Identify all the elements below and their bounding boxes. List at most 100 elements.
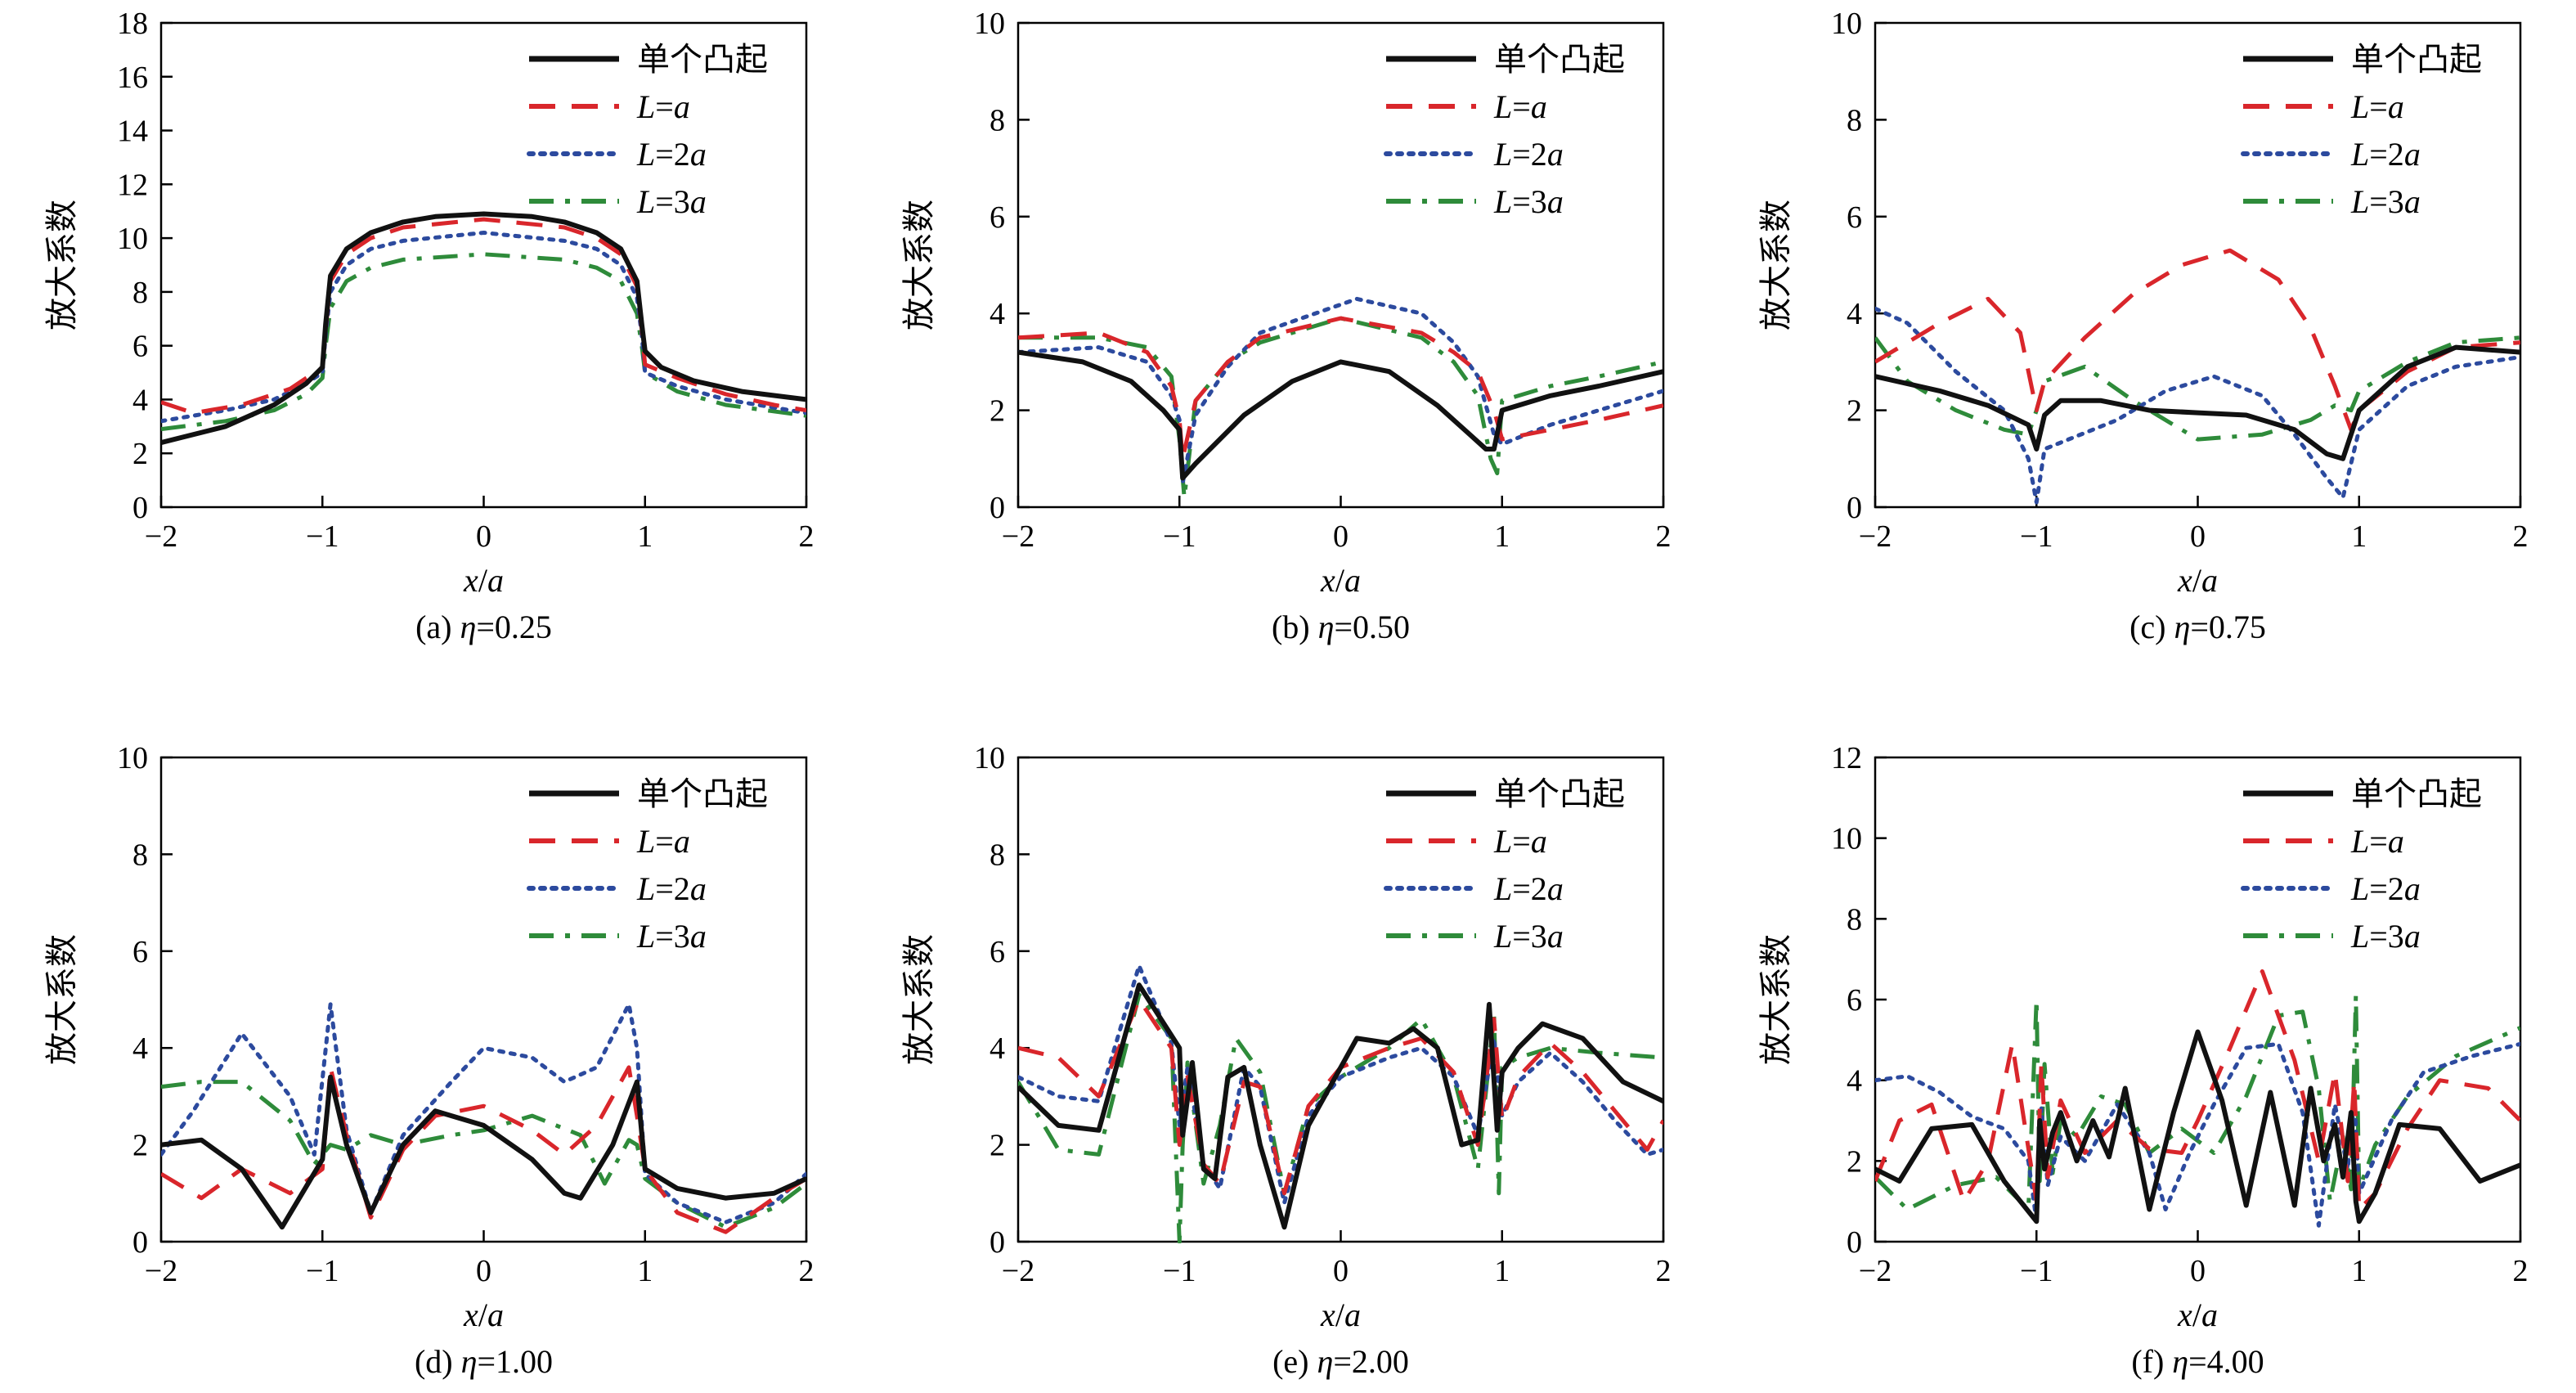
x-tick-label: 0 [2190,1254,2206,1288]
panel-caption: (e) η=2.00 [1272,1343,1409,1380]
series-line-3 [161,231,806,424]
chart-panel-4: −2 −1 0 1 2 0 2 4 6 8 10 x/a 放大系数 (d) η=1.00 单个凸起 L=a L=… [43,741,815,1380]
y-tick-label: 10 [1831,7,1862,41]
y-tick-label: 0 [990,491,1005,525]
x-axis-label: x/a [2177,562,2218,599]
x-tick-label: −2 [1002,519,1034,554]
panel-caption: (d) η=1.00 [415,1343,553,1380]
legend-label-1: 单个凸起 [637,41,768,78]
y-tick-label: 2 [132,437,148,471]
y-tick-label: 8 [1847,902,1862,937]
chart-panel-3: −2 −1 0 1 2 0 2 4 6 8 10 x/a 放大系数 (c) η=0.75 单个凸起 L=a L=… [1757,7,2529,645]
y-axis-label: 放大系数 [43,200,80,330]
x-axis-label: x/a [1320,562,1361,599]
y-tick-label: 16 [117,61,148,95]
y-axis-label: 放大系数 [43,934,80,1065]
x-tick-label: −2 [1859,519,1892,554]
y-tick-label: 10 [117,222,148,256]
legend: 单个凸起 L=a L=2a L=3a [2241,41,2482,220]
y-tick-label: 12 [117,168,148,202]
series-line-4 [161,1080,806,1229]
y-tick-label: 8 [990,103,1005,137]
series-line-1 [161,211,806,446]
x-tick-label: 0 [1333,519,1349,554]
legend-label-2: L=a [636,823,690,860]
legend: 单个凸起 L=a L=2a L=3a [1384,775,1625,955]
y-tick-label: 10 [117,741,148,775]
x-tick-label: −2 [1002,1254,1034,1288]
series-line-4 [1875,335,2520,442]
y-tick-label: 6 [1847,983,1862,1018]
series-line-1 [1875,1029,2520,1224]
series-line-2 [1018,316,1663,461]
legend-label-3: L=2a [2350,136,2421,173]
x-tick-label: 2 [2513,1254,2529,1288]
x-axis-label: x/a [1320,1296,1361,1333]
panel-caption: (f) η=4.00 [2131,1343,2264,1380]
series-line-2 [161,1065,806,1234]
y-tick-label: 10 [974,741,1005,775]
y-tick-label: 2 [1847,394,1862,429]
plot-frame [1874,756,2522,1243]
y-tick-label: 0 [132,1225,148,1260]
series-line-1 [1018,982,1663,1230]
x-tick-label: 2 [2513,519,2529,554]
legend-label-1: 单个凸起 [1494,775,1625,812]
x-tick-label: 1 [1494,1254,1510,1288]
x-tick-label: 1 [2351,519,2367,554]
series-line-2 [1875,969,2520,1211]
y-axis-label: 放大系数 [1757,200,1794,330]
legend-label-2: L=a [1493,823,1547,860]
legend-label-1: 单个凸起 [2351,775,2482,812]
legend-label-2: L=a [636,88,690,125]
legend-label-4: L=3a [636,918,707,955]
y-tick-label: 4 [132,1031,148,1066]
x-tick-label: −1 [1163,519,1196,554]
legend: 单个凸起 L=a L=2a L=3a [2241,775,2482,955]
series-line-3 [1018,296,1663,485]
legend-label-2: L=a [2350,88,2404,125]
x-tick-label: −1 [2020,1254,2053,1288]
x-tick-label: 0 [476,1254,491,1288]
y-tick-label: 10 [1831,822,1862,856]
series-line-3 [161,1002,806,1224]
series-line-3 [1018,964,1663,1206]
plot-frame [1016,756,1665,1243]
legend-label-3: L=2a [1493,136,1564,173]
y-tick-label: 2 [132,1129,148,1163]
series-line-3 [1875,1041,2520,1228]
legend-label-1: 单个凸起 [637,775,768,812]
x-tick-label: 0 [2190,519,2206,554]
series-line-1 [1875,344,2520,461]
series-line-4 [1875,993,2520,1211]
series-line-1 [1018,349,1663,481]
y-tick-label: 6 [990,200,1005,235]
legend-label-3: L=2a [2350,870,2421,907]
y-tick-label: 0 [990,1225,1005,1260]
y-tick-label: 14 [117,115,148,149]
series-line-4 [161,252,806,432]
y-tick-label: 0 [1847,491,1862,525]
x-tick-label: −2 [145,519,177,554]
y-tick-label: 4 [990,1031,1005,1066]
legend-label-2: L=a [2350,823,2404,860]
legend-label-4: L=3a [2350,918,2421,955]
y-tick-label: 2 [990,394,1005,429]
x-tick-label: 2 [799,1254,815,1288]
plot-frame [159,21,808,509]
y-tick-label: 2 [1847,1144,1862,1179]
legend-label-3: L=2a [636,870,707,907]
x-tick-label: −2 [145,1254,177,1288]
panel-caption: (a) η=0.25 [415,609,552,645]
x-tick-label: 2 [1656,519,1672,554]
plot-frame [159,756,808,1243]
legend-label-1: 单个凸起 [2351,41,2482,78]
y-tick-label: 0 [1847,1225,1862,1260]
y-axis-label: 放大系数 [900,200,937,330]
y-tick-label: 0 [132,491,148,525]
legend: 单个凸起 L=a L=2a L=3a [527,775,768,955]
y-tick-label: 8 [132,838,148,872]
x-tick-label: 1 [2351,1254,2367,1288]
x-tick-label: −1 [2020,519,2053,554]
